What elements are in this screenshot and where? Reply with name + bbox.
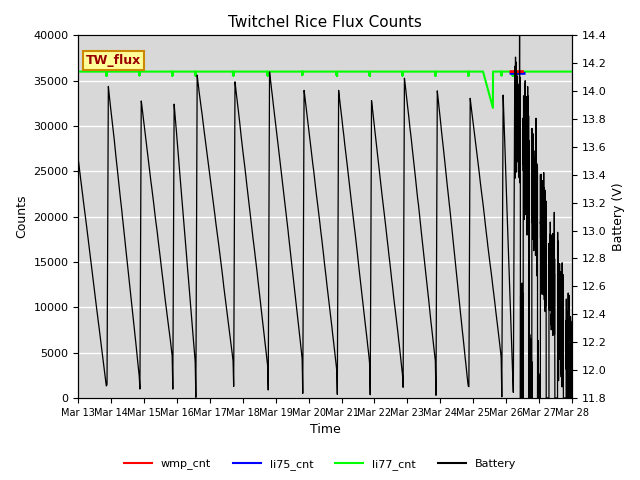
Y-axis label: Counts: Counts — [15, 195, 28, 239]
Text: TW_flux: TW_flux — [86, 54, 141, 67]
Title: Twitchel Rice Flux Counts: Twitchel Rice Flux Counts — [228, 15, 422, 30]
Y-axis label: Battery (V): Battery (V) — [612, 182, 625, 251]
X-axis label: Time: Time — [310, 423, 340, 436]
Legend: wmp_cnt, li75_cnt, li77_cnt, Battery: wmp_cnt, li75_cnt, li77_cnt, Battery — [120, 455, 520, 474]
